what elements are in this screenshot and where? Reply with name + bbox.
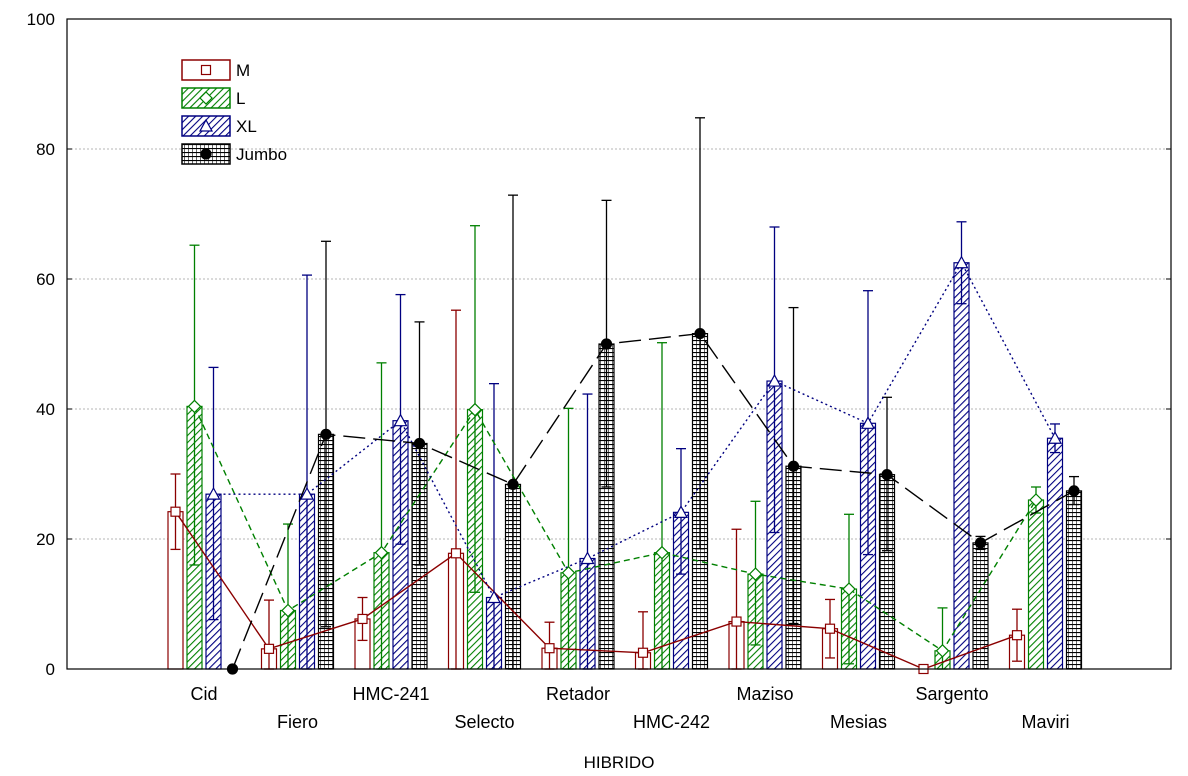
- y-tick-label: 40: [36, 400, 55, 419]
- marker-l: [655, 545, 669, 560]
- marker-l: [1029, 493, 1043, 507]
- marker-m: [544, 643, 555, 654]
- marker-l: [561, 565, 576, 580]
- marker-l: [281, 603, 295, 618]
- marker-m: [731, 616, 742, 627]
- x-tick-label: Sargento: [915, 684, 988, 704]
- marker-l: [748, 567, 763, 581]
- axes: 0 20 40 60 80 100 Cid Fiero HMC-241 Selecto Retado…: [27, 10, 1172, 772]
- series-line-jumbo: [231, 332, 1075, 670]
- series-line-m: [174, 511, 1018, 670]
- x-tick-label: HMC-242: [633, 712, 710, 732]
- marker-jumbo: [974, 537, 987, 549]
- legend-marker-jumbo: [200, 148, 212, 160]
- x-tick-label: Mesias: [830, 712, 887, 732]
- legend-label: M: [236, 61, 250, 80]
- x-tick-label: HMC-241: [352, 684, 429, 704]
- marker-jumbo: [600, 338, 613, 350]
- legend-marker-xl: [198, 118, 214, 132]
- y-tick-label: 100: [27, 10, 55, 29]
- legend-label: L: [236, 89, 245, 108]
- bar-xl: [953, 262, 970, 670]
- marker-jumbo: [694, 328, 706, 340]
- error-bars: [170, 117, 1079, 670]
- marker-l: [187, 399, 202, 414]
- y-tick-label: 20: [36, 530, 55, 549]
- marker-xl: [860, 416, 876, 429]
- x-tick-label: Maviri: [1022, 712, 1070, 732]
- marker-xl: [673, 505, 689, 518]
- x-tick-label: Selecto: [454, 712, 514, 732]
- x-tick-label: Fiero: [277, 712, 318, 732]
- marker-jumbo: [320, 428, 332, 440]
- marker-m: [263, 643, 275, 654]
- marker-m: [357, 613, 368, 625]
- marker-l: [842, 582, 856, 596]
- plot-frame: [66, 18, 1172, 670]
- bar-jumbo: [1065, 490, 1083, 670]
- legend-label: Jumbo: [236, 145, 287, 164]
- marker-l: [935, 643, 950, 658]
- marker-jumbo: [787, 460, 800, 472]
- marker-l: [468, 402, 482, 417]
- x-tick-label: Retador: [546, 684, 610, 704]
- series-lines: [174, 261, 1075, 670]
- series-line-xl: [213, 261, 1056, 599]
- marker-jumbo: [507, 478, 519, 490]
- x-axis-label: HIBRIDO: [584, 753, 655, 771]
- bar-xl: [1046, 437, 1064, 670]
- marker-xl: [954, 255, 969, 269]
- marker-xl: [393, 413, 408, 427]
- legend: ML XL Jumbo: [181, 59, 287, 165]
- series-line-l: [193, 406, 1037, 652]
- marker-xl: [299, 486, 315, 500]
- y-tick-label: 60: [36, 270, 55, 289]
- y-tick-label: 0: [46, 660, 55, 679]
- marker-m: [824, 623, 836, 634]
- y-tick-label: 80: [36, 140, 55, 159]
- marker-xl: [206, 486, 221, 500]
- x-tick-label: Cid: [190, 684, 217, 704]
- marker-m: [637, 647, 649, 658]
- marker-m: [1011, 630, 1023, 641]
- marker-xl: [1047, 430, 1063, 444]
- marker-m: [450, 548, 462, 559]
- marker-xl: [486, 590, 502, 604]
- marker-xl: [580, 551, 595, 565]
- marker-l: [374, 545, 389, 560]
- legend-label: XL: [236, 117, 257, 136]
- gridlines: [67, 148, 1171, 540]
- marker-m: [170, 506, 181, 517]
- x-tick-label: Maziso: [736, 684, 793, 704]
- marker-jumbo: [1068, 485, 1080, 497]
- marker-jumbo: [413, 437, 426, 450]
- bar-l: [1027, 499, 1045, 670]
- legend-marker-l: [199, 91, 213, 105]
- marker-jumbo: [881, 469, 893, 481]
- legend-marker-m: [200, 64, 212, 76]
- marker-xl: [767, 373, 782, 387]
